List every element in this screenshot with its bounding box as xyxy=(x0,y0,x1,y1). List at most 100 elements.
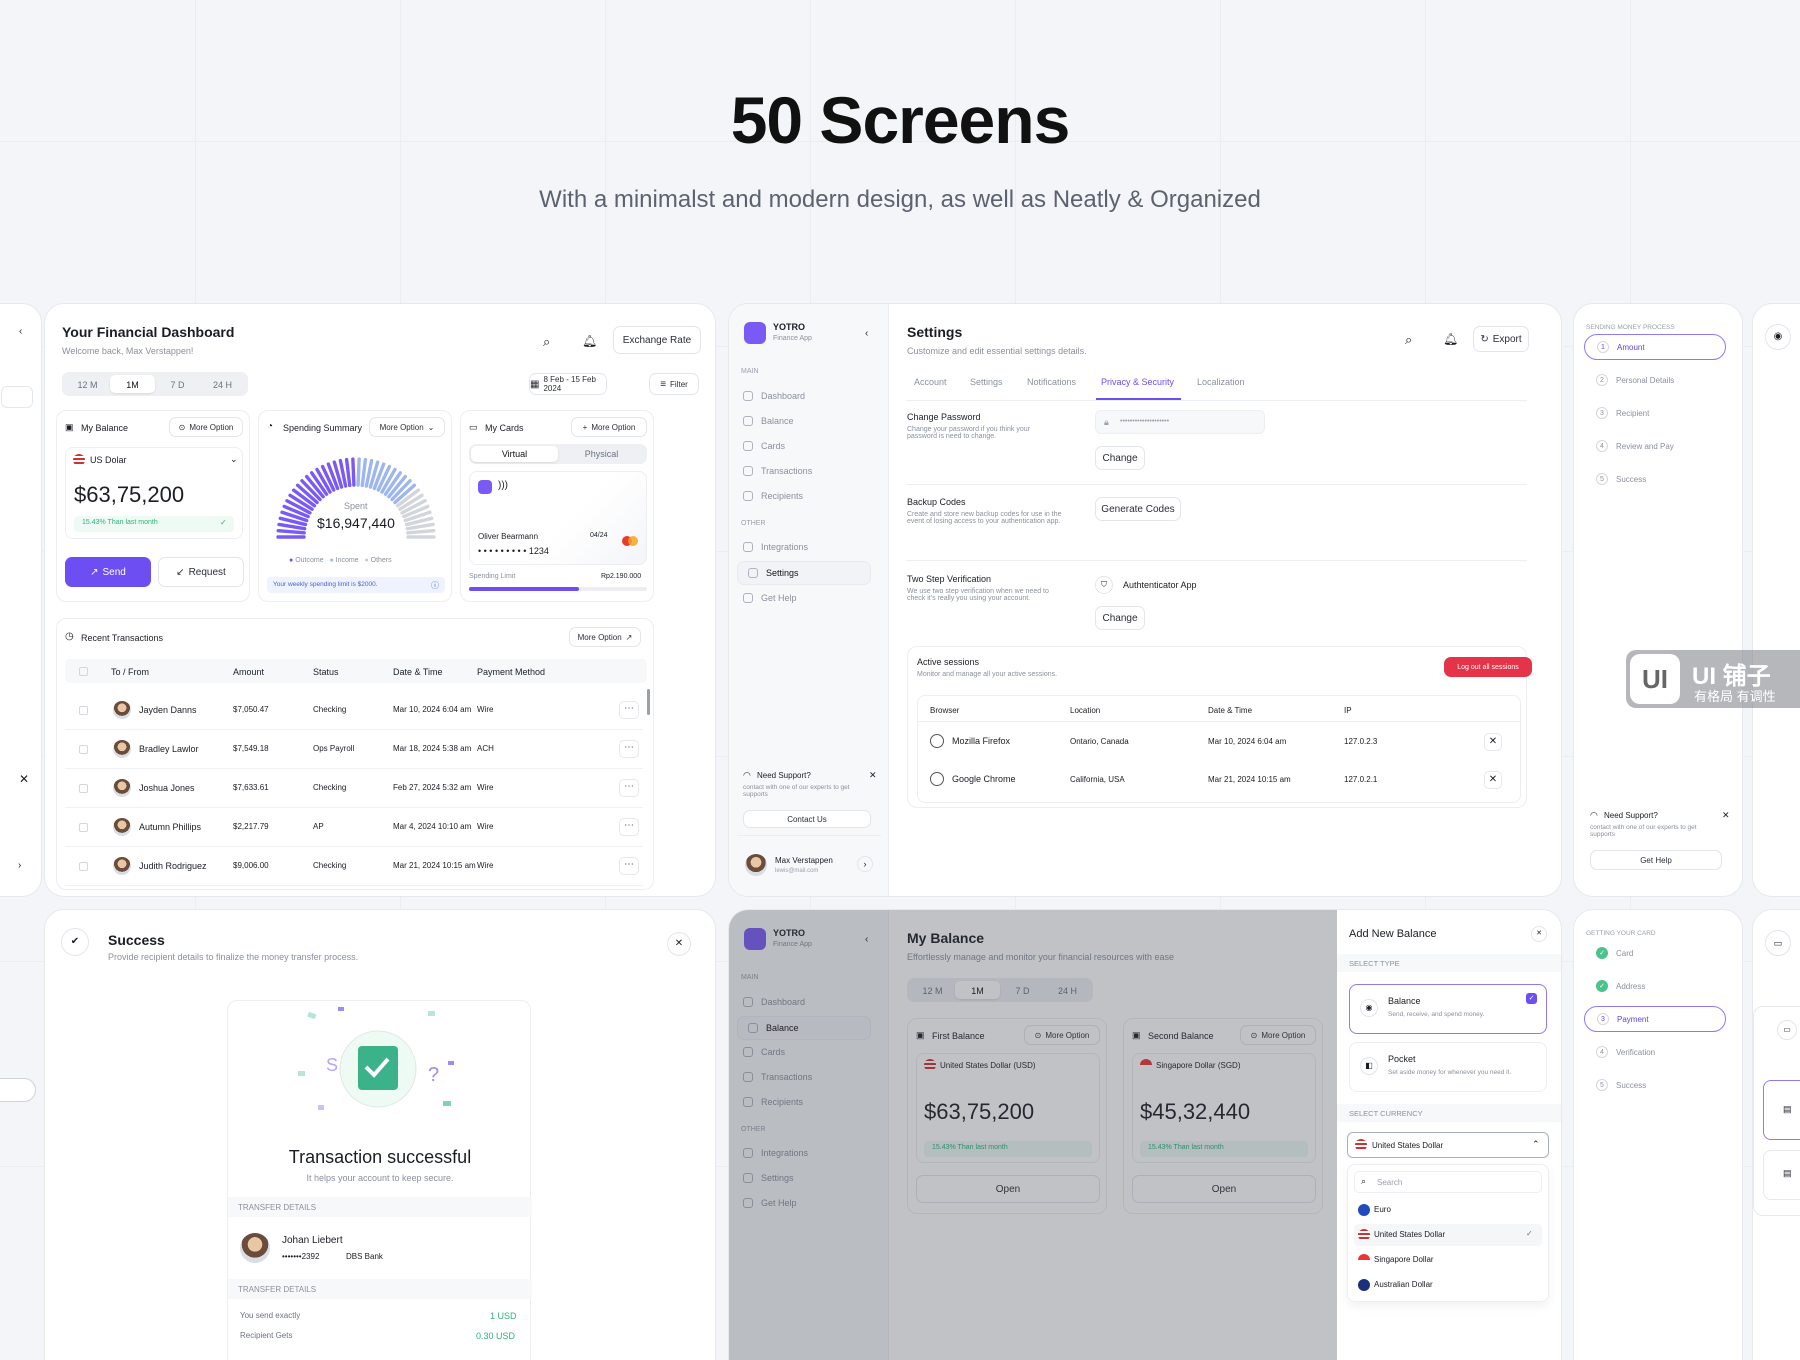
bell-icon[interactable]: 🔔︎ xyxy=(1443,332,1459,346)
step-card[interactable]: ✓ Card xyxy=(1584,940,1726,966)
select-all-checkbox[interactable] xyxy=(79,667,88,676)
virtual-card[interactable]: ))) Oliver Bearmann 04/24 • • • • • • • … xyxy=(469,471,647,565)
selected-checkbox[interactable]: ✓ xyxy=(1526,993,1537,1004)
sidebar-item-settings[interactable]: Settings xyxy=(737,561,871,585)
row-checkbox[interactable] xyxy=(79,706,88,715)
transactions-more-option[interactable]: More Option ↗ xyxy=(569,627,641,647)
search-icon[interactable]: ⌕ xyxy=(543,334,551,349)
currency-option-aud[interactable]: Australian Dollar xyxy=(1354,1274,1542,1296)
row-checkbox[interactable] xyxy=(79,862,88,871)
password-field[interactable]: 🔒︎ •••••••••••••••••••• xyxy=(1095,410,1265,434)
step-personal-details[interactable]: 2 Personal Details xyxy=(1584,367,1726,393)
more-options-icon[interactable]: ⋯ xyxy=(619,701,639,719)
sidebar-collapse-icon[interactable]: ‹ xyxy=(865,934,869,945)
sidebar-item-transactions[interactable]: Transactions xyxy=(743,1072,812,1082)
request-button[interactable]: ↙ Request xyxy=(158,557,244,587)
chevron-right-icon[interactable]: › xyxy=(857,856,873,872)
sidebar-item-dashboard[interactable]: Dashboard xyxy=(743,391,805,401)
sidebar-item-settings[interactable]: Settings xyxy=(743,1173,794,1183)
cards-more-option[interactable]: + More Option xyxy=(571,417,647,437)
table-row[interactable]: Judith Rodriguez $9,006.00 Checking Mar … xyxy=(65,847,643,886)
type-option-balance[interactable]: ◉ Balance Send, receive, and spend money… xyxy=(1349,984,1547,1034)
step-review-and-pay[interactable]: 4 Review and Pay xyxy=(1584,433,1726,459)
step-recipient[interactable]: 3 Recipient xyxy=(1584,400,1726,426)
row-checkbox[interactable] xyxy=(79,745,88,754)
send-button[interactable]: ↗ Send xyxy=(65,557,151,587)
type-option-pocket[interactable]: ◧ Pocket Set aside money for whenever yo… xyxy=(1349,1042,1547,1092)
sidebar-item-cards[interactable]: Cards xyxy=(743,1047,785,1057)
tab-account[interactable]: Account xyxy=(914,377,947,387)
filter-button[interactable]: ≡ Filter xyxy=(649,373,699,395)
tab-settings[interactable]: Settings xyxy=(970,377,1003,387)
sidebar-item-get-help[interactable]: Get Help xyxy=(743,593,797,603)
close-icon[interactable]: ✕ xyxy=(869,770,877,780)
open-second-balance-button[interactable]: Open xyxy=(1132,1175,1316,1203)
collapse-chevron-icon[interactable]: ‹ xyxy=(19,326,23,337)
table-row[interactable]: Jayden Danns $7,050.47 Checking Mar 10, … xyxy=(65,691,643,730)
sidebar-item-recipients[interactable]: Recipients xyxy=(743,491,803,501)
change-password-button[interactable]: Change xyxy=(1095,446,1145,470)
range-12m[interactable]: 12 M xyxy=(922,986,943,996)
date-range-button[interactable]: ▦ 8 Feb - 15 Feb 2024 xyxy=(529,373,607,395)
currency-search-input[interactable]: ⌕ Search xyxy=(1354,1171,1542,1193)
row-checkbox[interactable] xyxy=(79,784,88,793)
get-help-button[interactable]: Get Help xyxy=(1590,850,1722,870)
currency-dropdown[interactable]: United States Dollar ⌃ xyxy=(1347,1132,1549,1158)
sidebar-collapse-icon[interactable]: ‹ xyxy=(865,328,869,339)
balance-more-option[interactable]: ⊙ More Option xyxy=(169,417,243,437)
sidebar-item-integrations[interactable]: Integrations xyxy=(743,1148,808,1158)
more-options-icon[interactable]: ⋯ xyxy=(619,740,639,758)
close-icon[interactable]: ✕ xyxy=(1531,926,1547,942)
range-7d[interactable]: 7 D xyxy=(170,380,185,390)
range-24h[interactable]: 24 H xyxy=(212,380,232,390)
more-options-icon[interactable]: ⋯ xyxy=(619,818,639,836)
export-button[interactable]: ↻ Export xyxy=(1473,326,1529,352)
range-7d[interactable]: 7 D xyxy=(1015,986,1030,996)
row-checkbox[interactable] xyxy=(79,823,88,832)
sidebar-item-transactions[interactable]: Transactions xyxy=(743,466,812,476)
logout-all-sessions-button[interactable]: Log out all sessions xyxy=(1444,657,1532,677)
bell-icon[interactable]: 🔔︎ xyxy=(582,334,598,348)
close-icon[interactable]: ✕ xyxy=(667,932,691,956)
sidebar-item-cards[interactable]: Cards xyxy=(743,441,785,451)
step-address[interactable]: ✓ Address xyxy=(1584,973,1726,999)
spending-more-option[interactable]: More Option ⌄ xyxy=(369,417,445,437)
close-icon[interactable]: ✕ xyxy=(19,772,30,786)
sidebar-item-integrations[interactable]: Integrations xyxy=(743,542,808,552)
open-first-balance-button[interactable]: Open xyxy=(916,1175,1100,1203)
exchange-rate-button[interactable]: Exchange Rate xyxy=(613,326,701,354)
range-24h[interactable]: 24 H xyxy=(1057,986,1077,996)
close-icon[interactable]: ✕ xyxy=(1722,810,1730,820)
table-row[interactable]: Bradley Lawlor $7,549.18 Ops Payroll Mar… xyxy=(65,730,643,769)
range-1m[interactable]: 1M xyxy=(110,375,155,393)
generate-codes-button[interactable]: Generate Codes xyxy=(1095,497,1181,521)
revoke-session-icon[interactable]: ✕ xyxy=(1484,771,1502,789)
chevron-right-icon[interactable]: › xyxy=(18,860,22,871)
currency-option-usd[interactable]: United States Dollar ✓ xyxy=(1354,1224,1542,1246)
tab-physical[interactable]: Physical xyxy=(584,449,619,459)
contact-us-button[interactable]: Contact Us xyxy=(743,810,871,828)
revoke-session-icon[interactable]: ✕ xyxy=(1484,733,1502,751)
table-row[interactable]: Autumn Phillips $2,217.79 AP Mar 4, 2024… xyxy=(65,808,643,847)
scrollbar[interactable] xyxy=(647,689,650,715)
step-success[interactable]: 5 Success xyxy=(1584,1072,1726,1098)
second-more-option[interactable]: ⊙ More Option xyxy=(1240,1025,1316,1045)
step-success[interactable]: 5 Success xyxy=(1584,466,1726,492)
table-row[interactable]: Joshua Jones $7,633.61 Checking Feb 27, … xyxy=(65,769,643,808)
sidebar-item-get-help[interactable]: Get Help xyxy=(743,1198,797,1208)
change-two-step-button[interactable]: Change xyxy=(1095,606,1145,630)
more-options-icon[interactable]: ⋯ xyxy=(619,779,639,797)
step-payment[interactable]: 3 Payment xyxy=(1584,1006,1726,1032)
range-12m[interactable]: 12 M xyxy=(77,380,98,390)
tab-notifications[interactable]: Notifications xyxy=(1027,377,1077,387)
sidebar-item-dashboard[interactable]: Dashboard xyxy=(743,997,805,1007)
currency-option-sgd[interactable]: Singapore Dollar xyxy=(1354,1249,1542,1271)
first-more-option[interactable]: ⊙ More Option xyxy=(1024,1025,1100,1045)
search-icon[interactable]: ⌕ xyxy=(1405,332,1413,347)
currency-option-euro[interactable]: Euro xyxy=(1354,1199,1542,1221)
sidebar-item-balance[interactable]: Balance xyxy=(737,1016,871,1040)
tab-localization[interactable]: Localization xyxy=(1197,377,1245,387)
sidebar-item-balance[interactable]: Balance xyxy=(743,416,794,426)
more-options-icon[interactable]: ⋯ xyxy=(619,857,639,875)
sidebar-item-recipients[interactable]: Recipients xyxy=(743,1097,803,1107)
